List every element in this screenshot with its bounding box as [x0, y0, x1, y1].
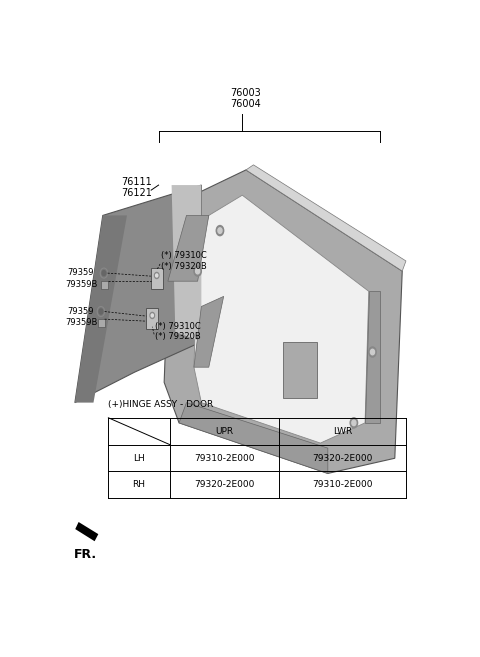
Text: 79310-2E000: 79310-2E000 [194, 453, 255, 463]
Circle shape [352, 420, 356, 426]
Text: 79310-2E000: 79310-2E000 [312, 480, 373, 489]
Polygon shape [168, 215, 209, 281]
Polygon shape [365, 291, 380, 423]
Circle shape [102, 271, 106, 276]
Circle shape [99, 309, 103, 314]
Polygon shape [75, 185, 202, 403]
Text: LWR: LWR [333, 426, 352, 436]
Polygon shape [75, 522, 98, 541]
Polygon shape [75, 215, 127, 403]
Polygon shape [246, 165, 406, 271]
Text: RH: RH [132, 480, 145, 489]
Bar [283, 342, 317, 397]
Polygon shape [164, 170, 402, 474]
Bar [146, 308, 158, 329]
Text: FR.: FR. [74, 549, 97, 561]
Text: 76111
76121: 76111 76121 [121, 177, 152, 198]
Circle shape [216, 225, 224, 236]
Text: 79359: 79359 [67, 307, 94, 315]
Text: (*) 79310C
(*) 79320B: (*) 79310C (*) 79320B [161, 251, 207, 271]
Text: (+)HINGE ASSY - DOOR: (+)HINGE ASSY - DOOR [108, 399, 214, 409]
Circle shape [369, 347, 376, 357]
Text: 79359B: 79359B [65, 281, 97, 289]
Circle shape [350, 418, 358, 428]
Bar [151, 268, 163, 289]
Text: 79320-2E000: 79320-2E000 [194, 480, 255, 489]
Circle shape [218, 228, 222, 233]
Text: UPR: UPR [216, 426, 234, 436]
Polygon shape [194, 195, 369, 443]
Polygon shape [179, 403, 328, 474]
Text: 79320-2E000: 79320-2E000 [312, 453, 373, 463]
Circle shape [371, 350, 374, 355]
Bar [101, 281, 108, 289]
Circle shape [151, 314, 154, 317]
Circle shape [195, 268, 200, 274]
Polygon shape [172, 185, 202, 342]
Circle shape [156, 274, 158, 277]
Text: 79359B: 79359B [65, 318, 97, 327]
Text: 76003
76004: 76003 76004 [230, 87, 262, 109]
Circle shape [194, 266, 202, 276]
Text: 79359: 79359 [67, 268, 94, 277]
Text: (*) 79310C
(*) 79320B: (*) 79310C (*) 79320B [155, 322, 201, 342]
Polygon shape [194, 296, 224, 367]
Circle shape [155, 273, 159, 279]
Circle shape [150, 313, 155, 319]
Text: LH: LH [133, 453, 145, 463]
Bar [98, 319, 105, 327]
